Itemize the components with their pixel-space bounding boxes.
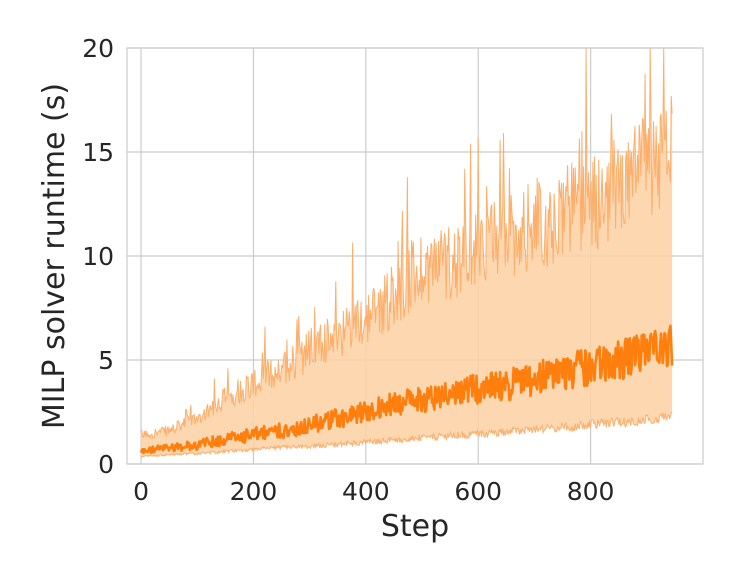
y-tick-label: 5 <box>98 346 114 375</box>
x-axis-ticks: 0 200 400 600 800 <box>133 477 614 506</box>
y-axis-ticks: 0 5 10 15 20 <box>82 34 114 479</box>
y-tick-label: 10 <box>82 242 114 271</box>
y-axis-label: MILP solver runtime (s) <box>37 83 72 429</box>
series-line <box>139 324 674 455</box>
range-band <box>140 47 673 458</box>
x-tick-label: 0 <box>133 477 149 506</box>
x-tick-label: 800 <box>567 477 615 506</box>
y-tick-label: 15 <box>82 138 114 167</box>
plot-frame <box>126 47 704 465</box>
x-tick-label: 600 <box>454 477 502 506</box>
x-tick-label: 400 <box>342 477 390 506</box>
x-tick-label: 200 <box>230 477 278 506</box>
y-tick-label: 20 <box>82 34 114 63</box>
series <box>139 324 674 455</box>
y-tick-label: 0 <box>98 450 114 479</box>
band-lower-edge <box>140 411 673 458</box>
band-upper-edge <box>140 47 673 439</box>
range-band-area <box>141 48 673 458</box>
x-axis-label: Step <box>381 509 449 544</box>
